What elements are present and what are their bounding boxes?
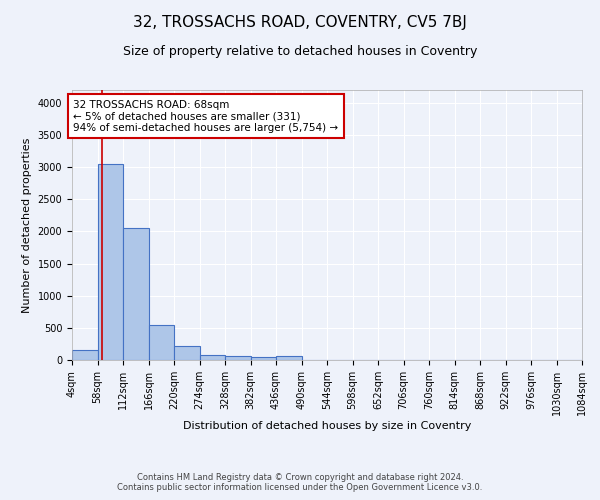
Text: 32, TROSSACHS ROAD, COVENTRY, CV5 7BJ: 32, TROSSACHS ROAD, COVENTRY, CV5 7BJ <box>133 15 467 30</box>
Text: Contains HM Land Registry data © Crown copyright and database right 2024.
Contai: Contains HM Land Registry data © Crown c… <box>118 473 482 492</box>
Bar <box>149 324 174 360</box>
Bar <box>200 355 225 360</box>
Y-axis label: Number of detached properties: Number of detached properties <box>22 138 32 312</box>
Bar <box>97 164 123 360</box>
X-axis label: Distribution of detached houses by size in Coventry: Distribution of detached houses by size … <box>183 420 471 430</box>
Bar <box>225 356 251 360</box>
Bar <box>123 228 149 360</box>
Bar <box>72 350 97 360</box>
Bar <box>251 357 276 360</box>
Text: Size of property relative to detached houses in Coventry: Size of property relative to detached ho… <box>123 45 477 58</box>
Bar <box>174 346 199 360</box>
Bar <box>276 356 302 360</box>
Text: 32 TROSSACHS ROAD: 68sqm
← 5% of detached houses are smaller (331)
94% of semi-d: 32 TROSSACHS ROAD: 68sqm ← 5% of detache… <box>73 100 338 133</box>
